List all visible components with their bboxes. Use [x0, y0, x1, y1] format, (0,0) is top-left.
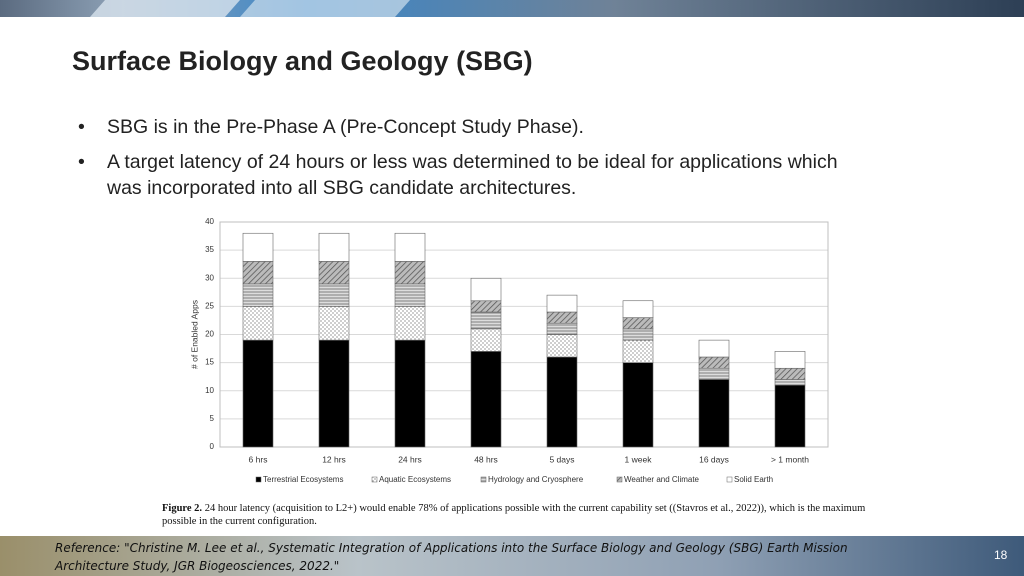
- y-tick-label: 20: [205, 330, 214, 339]
- legend-label: Terrestrial Ecosystems: [263, 475, 343, 484]
- x-tick-label: 6 hrs: [249, 454, 268, 464]
- legend-swatch: [616, 476, 623, 483]
- bar-segment: [242, 283, 274, 307]
- legend-swatch: [371, 476, 378, 483]
- legend-swatch: [480, 476, 487, 483]
- figure-caption: Figure 2. 24 hour latency (acquisition t…: [162, 502, 865, 528]
- bar-segment: [698, 379, 730, 448]
- bar-segment: [470, 300, 502, 313]
- bar-segment: [698, 356, 730, 369]
- bullet-text: A target latency of 24 hours or less was…: [107, 151, 838, 173]
- bar-segment: [318, 232, 350, 262]
- y-tick-label: 5: [210, 414, 215, 423]
- caption-label: Figure 2.: [162, 503, 203, 514]
- x-tick-label: 12 hrs: [322, 454, 346, 464]
- legend-swatch: [255, 476, 262, 483]
- x-tick-label: 5 days: [549, 454, 574, 464]
- bar-segment: [546, 294, 578, 313]
- bar-segment: [242, 261, 274, 285]
- bar-segment: [622, 300, 654, 318]
- bar-segment: [698, 339, 730, 358]
- y-tick-label: 35: [205, 245, 214, 254]
- y-tick-label: 0: [210, 442, 215, 451]
- banner-stripe: [240, 0, 410, 17]
- y-tick-label: 30: [205, 273, 214, 282]
- y-tick-label: 10: [205, 386, 214, 395]
- bar-segment: [546, 311, 578, 324]
- page-number: 18: [994, 548, 1008, 562]
- bar-segment: [470, 351, 502, 448]
- bar-segment: [774, 351, 806, 369]
- bullet-text: SBG is in the Pre-Phase A (Pre-Concept S…: [107, 116, 584, 138]
- bar-segment: [622, 362, 654, 448]
- y-tick-label: 40: [205, 217, 214, 226]
- footer-band: [0, 536, 1024, 576]
- bar-segment: [394, 232, 426, 262]
- slide-title: Surface Biology and Geology (SBG): [72, 46, 533, 76]
- y-tick-label: 15: [205, 358, 214, 367]
- y-tick-label: 25: [205, 301, 214, 310]
- bar-segment: [774, 384, 806, 448]
- caption-line: Figure 2. 24 hour latency (acquisition t…: [162, 502, 865, 515]
- x-tick-label: 24 hrs: [398, 454, 422, 464]
- bar-segment: [318, 339, 350, 448]
- bar-segment: [546, 356, 578, 448]
- bar-segment: [698, 367, 730, 380]
- bar-segment: [470, 311, 502, 330]
- caption-line: possible in the current configuration.: [162, 516, 317, 527]
- legend-label: Solid Earth: [734, 475, 773, 484]
- bar-segment: [318, 261, 350, 285]
- reference-line: Architecture Study, JGR Biogeosciences, …: [55, 559, 340, 573]
- bar-segment: [242, 306, 274, 341]
- bar-segment: [394, 261, 426, 285]
- bar-segment: [546, 334, 578, 358]
- bullet-text: was incorporated into all SBG candidate …: [107, 177, 577, 199]
- x-tick-label: 1 week: [625, 454, 653, 464]
- x-tick-label: 48 hrs: [474, 454, 498, 464]
- bullet-marker: •: [78, 151, 85, 173]
- bar-segment: [394, 306, 426, 341]
- banner-stripe: [90, 0, 240, 17]
- y-axis-label: # of Enabled Apps: [189, 300, 199, 369]
- legend-label: Hydrology and Cryosphere: [488, 475, 584, 484]
- chart: 0 5 10 15 20 25 30 35 40 # of Enabled Apps 6 hrs 12…: [189, 217, 829, 484]
- bar-segment: [546, 322, 578, 335]
- x-tick-label: > 1 month: [771, 454, 809, 464]
- bar-segment: [774, 367, 806, 380]
- bar-segment: [622, 339, 654, 363]
- bar-segment: [470, 328, 502, 352]
- caption-text: 24 hour latency (acquisition to L2+) wou…: [204, 503, 866, 514]
- bar-segment: [774, 379, 806, 386]
- reference-line: Reference: "Christine M. Lee et al., Sys…: [55, 541, 848, 555]
- legend-label: Weather and Climate: [624, 475, 700, 484]
- bar-segment: [318, 283, 350, 307]
- legend-label: Aquatic Ecosystems: [379, 475, 451, 484]
- bar-segment: [622, 328, 654, 341]
- plot-frame: [219, 221, 829, 448]
- bar-segment: [318, 306, 350, 341]
- bar-segment: [242, 232, 274, 262]
- x-tick-label: 16 days: [699, 454, 729, 464]
- bar-segment: [394, 283, 426, 307]
- legend-swatch: [726, 476, 733, 483]
- bullet-marker: •: [78, 116, 85, 138]
- reference: Reference: "Christine M. Lee et al., Sys…: [55, 539, 848, 575]
- bar-segment: [470, 277, 502, 302]
- bar-segment: [394, 339, 426, 448]
- bar-segment: [622, 317, 654, 330]
- bar-segment: [242, 339, 274, 448]
